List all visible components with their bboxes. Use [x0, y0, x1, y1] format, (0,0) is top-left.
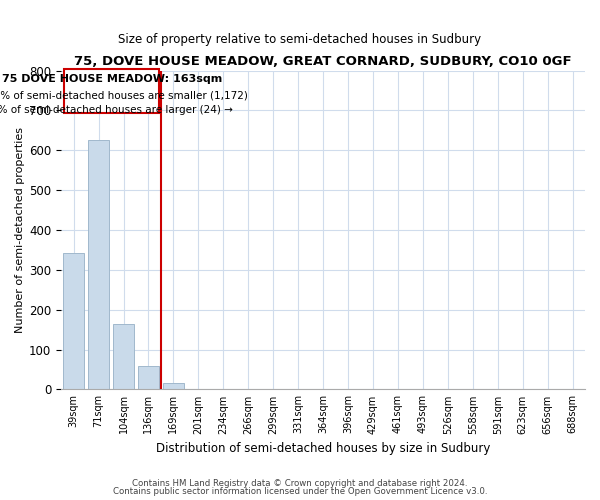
Title: 75, DOVE HOUSE MEADOW, GREAT CORNARD, SUDBURY, CO10 0GF: 75, DOVE HOUSE MEADOW, GREAT CORNARD, SU…: [74, 55, 572, 68]
Y-axis label: Number of semi-detached properties: Number of semi-detached properties: [15, 127, 25, 333]
Text: ← 98% of semi-detached houses are smaller (1,172): ← 98% of semi-detached houses are smalle…: [0, 90, 248, 100]
X-axis label: Distribution of semi-detached houses by size in Sudbury: Distribution of semi-detached houses by …: [156, 442, 490, 455]
Text: Contains HM Land Registry data © Crown copyright and database right 2024.: Contains HM Land Registry data © Crown c…: [132, 478, 468, 488]
Text: Contains public sector information licensed under the Open Government Licence v3: Contains public sector information licen…: [113, 488, 487, 496]
Text: 2% of semi-detached houses are larger (24) →: 2% of semi-detached houses are larger (2…: [0, 105, 233, 115]
Bar: [113, 324, 134, 390]
Bar: [163, 384, 184, 390]
Bar: [138, 366, 159, 390]
Text: 75 DOVE HOUSE MEADOW: 163sqm: 75 DOVE HOUSE MEADOW: 163sqm: [2, 74, 222, 84]
Bar: [63, 252, 84, 390]
Text: Size of property relative to semi-detached houses in Sudbury: Size of property relative to semi-detach…: [118, 32, 482, 46]
Bar: [88, 140, 109, 390]
